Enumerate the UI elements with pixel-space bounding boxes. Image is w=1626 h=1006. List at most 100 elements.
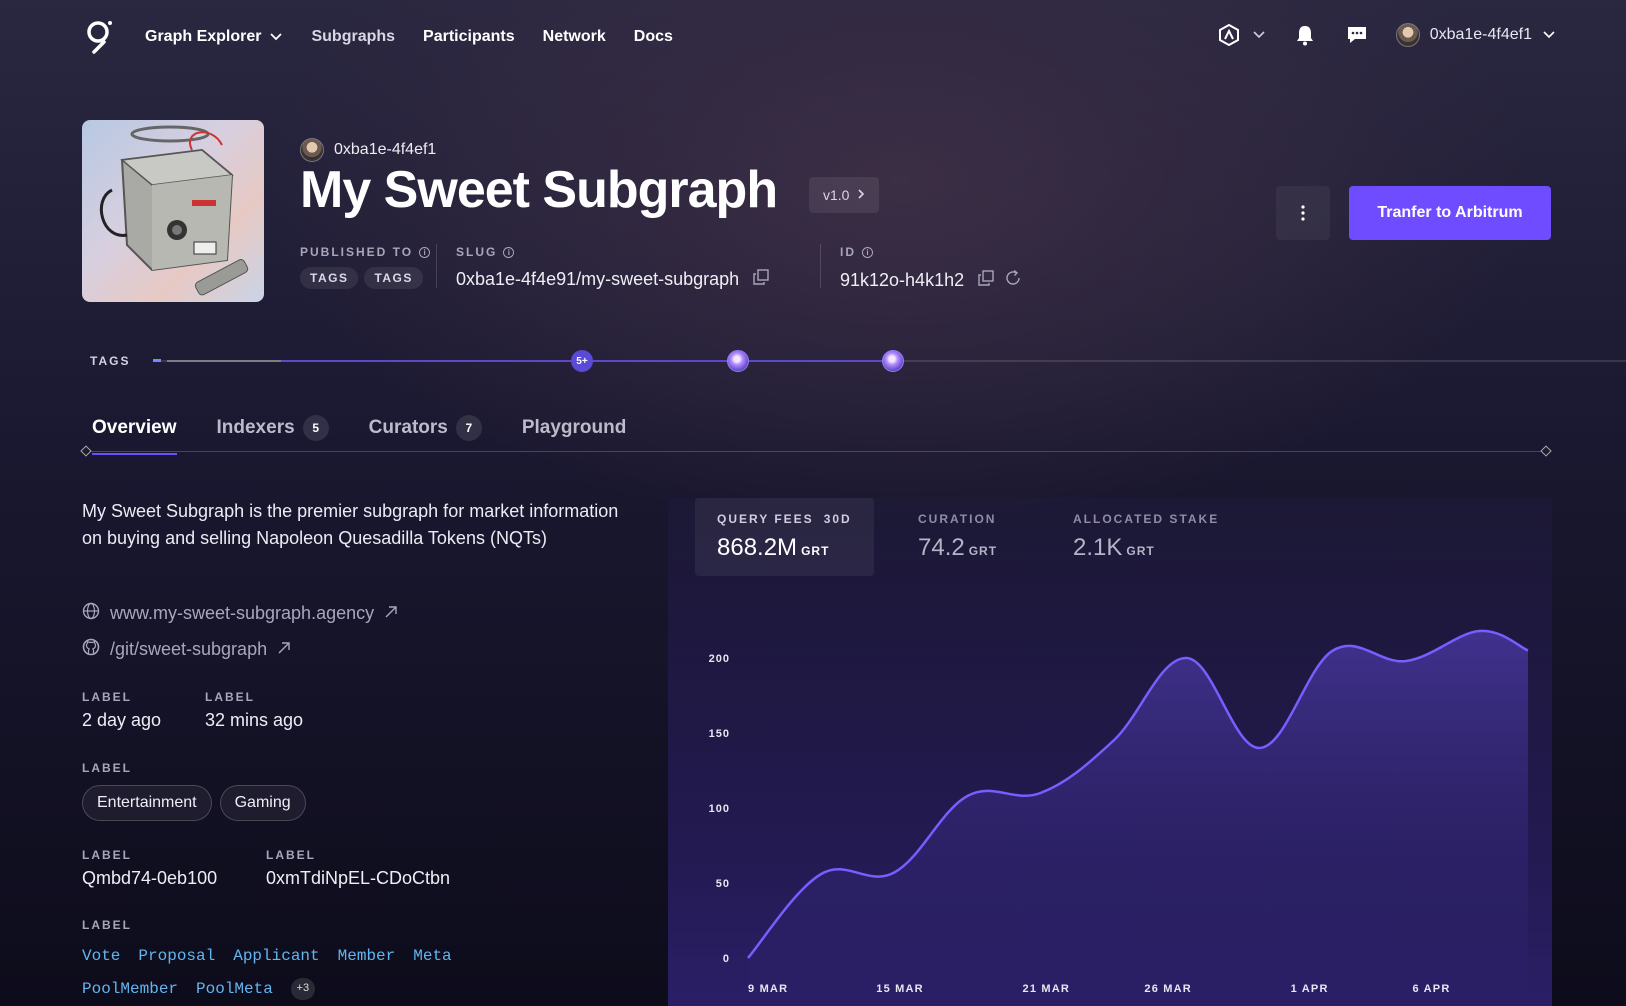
refresh-icon[interactable] <box>1004 269 1022 292</box>
tag-pill[interactable]: TAGS <box>300 267 359 289</box>
timeline-segment <box>167 360 281 362</box>
external-link-icon <box>277 639 291 660</box>
entity-link[interactable]: Vote <box>82 947 121 965</box>
stats-chart-panel: QUERY FEES 30D 868.2M GRT CURATION 74.2 GRT… <box>668 498 1552 1006</box>
tab-overview[interactable]: Overview <box>92 415 177 455</box>
category-chip[interactable]: Entertainment <box>82 785 212 821</box>
y-tick-label: 150 <box>709 728 730 740</box>
field-address: LABEL 0xmTdiNpEL-CDoCtbn <box>266 848 451 888</box>
nav-subgraphs[interactable]: Subgraphs <box>311 28 396 45</box>
info-icon[interactable]: i <box>419 246 431 258</box>
tabs-divider <box>86 451 1546 452</box>
entity-link[interactable]: PoolMeta <box>196 980 273 998</box>
chevron-down-icon <box>1252 26 1266 44</box>
divider <box>436 244 437 288</box>
more-entities-badge[interactable]: +3 <box>290 977 315 1000</box>
slug: SLUG i 0xba1e-4f4e91/my-sweet-subgraph <box>456 245 769 290</box>
entity-link[interactable]: Applicant <box>233 947 320 965</box>
entity-list: Vote Proposal Applicant Member Meta PoolMembe… <box>82 940 502 1006</box>
github-icon <box>82 638 100 661</box>
entities-label: LABEL <box>82 918 132 932</box>
website-link[interactable]: www.my-sweet-subgraph.agency <box>82 602 398 625</box>
x-tick-label: 6 APR <box>1413 983 1451 995</box>
copy-icon[interactable] <box>753 269 769 290</box>
globe-icon <box>82 602 100 625</box>
chart-series-line <box>747 629 1529 959</box>
stat-curation[interactable]: CURATION 74.2 GRT <box>918 512 998 561</box>
nav-links: Graph Explorer Subgraphs Participants Ne… <box>145 28 673 46</box>
entity-link[interactable]: Proposal <box>138 947 216 965</box>
entity-link[interactable]: PoolMember <box>82 980 179 998</box>
subgraph-id: ID i 91k12o-h4k1h2 <box>840 245 1022 292</box>
tab-count-badge: 5 <box>302 415 329 441</box>
tab-indexers[interactable]: Indexers 5 <box>217 415 329 455</box>
categories: LABEL Entertainment Gaming <box>82 761 314 821</box>
chevron-right-icon <box>857 187 865 203</box>
graph-logo-icon[interactable] <box>86 20 114 56</box>
tabs: Overview Indexers 5 Curators 7 Playground <box>92 415 626 455</box>
timeline-node[interactable] <box>727 350 749 372</box>
entity-link[interactable]: Meta <box>413 947 452 965</box>
more-options-button[interactable] <box>1276 186 1330 240</box>
y-tick-label: 50 <box>716 878 730 890</box>
x-tick-label: 21 MAR <box>1023 983 1071 995</box>
user-menu[interactable]: 0xba1e-4f4ef1 <box>1395 23 1556 47</box>
field-created: LABEL 2 day ago <box>82 690 162 730</box>
timeline-node[interactable] <box>882 350 904 372</box>
arbitrum-icon <box>1216 22 1242 48</box>
y-tick-label: 200 <box>709 653 730 665</box>
x-tick-label: 1 APR <box>1291 983 1329 995</box>
query-fees-chart: 0 50 100 150 200 9 MAR 15 MAR 21 MAR 26 MAR 1 AP… <box>709 629 1529 1006</box>
top-nav: Graph Explorer Subgraphs Participants Ne… <box>0 0 1626 78</box>
transfer-to-arbitrum-button[interactable]: Tranfer to Arbitrum <box>1349 186 1551 240</box>
id-value: 91k12o-h4k1h2 <box>840 270 965 290</box>
published-to: PUBLISHED TO i TAGS TAGS <box>300 245 431 289</box>
entity-link[interactable]: Member <box>337 947 396 965</box>
external-link-icon <box>384 603 398 624</box>
slug-value: 0xba1e-4f4e91/my-sweet-subgraph <box>456 269 740 289</box>
subgraph-description: My Sweet Subgraph is the premier subgrap… <box>82 501 619 548</box>
info-icon[interactable]: i <box>503 246 515 258</box>
version-selector[interactable]: v1.0 <box>809 177 880 213</box>
x-tick-label: 15 MAR <box>876 983 924 995</box>
tag-pill[interactable]: TAGS <box>364 267 423 289</box>
subgraph-image <box>82 120 264 302</box>
category-chip[interactable]: Gaming <box>219 785 306 821</box>
x-tick-label: 9 MAR <box>748 983 788 995</box>
field-deployment: LABEL Qmbd74-0eb100 <box>82 848 218 888</box>
bell-icon[interactable] <box>1292 22 1318 48</box>
nav-graph-explorer[interactable]: Graph Explorer <box>145 28 283 46</box>
owner[interactable]: 0xba1e-4f4ef1 <box>300 138 436 162</box>
chat-icon[interactable] <box>1344 22 1370 48</box>
x-tick-label: 26 MAR <box>1144 983 1192 995</box>
avatar <box>300 138 324 162</box>
tab-curators[interactable]: Curators 7 <box>369 415 482 455</box>
timeline-count-badge[interactable]: 5+ <box>571 350 593 372</box>
y-tick-label: 0 <box>723 953 730 965</box>
nav-participants[interactable]: Participants <box>423 28 515 45</box>
nav-docs[interactable]: Docs <box>633 28 673 45</box>
chart-area-fill <box>748 630 1528 1006</box>
diamond-marker <box>80 445 92 457</box>
chevron-down-icon <box>1542 26 1556 44</box>
stat-allocated-stake[interactable]: ALLOCATED STAKE 2.1K GRT <box>1073 512 1220 561</box>
nav-network[interactable]: Network <box>542 28 606 45</box>
kebab-icon <box>1301 205 1305 221</box>
avatar <box>1395 23 1420 47</box>
info-icon[interactable]: i <box>862 246 873 258</box>
diamond-marker <box>1540 445 1552 457</box>
repo-link[interactable]: /git/sweet-subgraph <box>82 638 291 661</box>
nav-right: 0xba1e-4f4ef1 <box>1216 22 1556 48</box>
timeline-segment <box>153 359 161 362</box>
field-updated: LABEL 32 mins ago <box>205 690 304 730</box>
tab-count-badge: 7 <box>455 415 482 441</box>
chevron-down-icon <box>269 28 283 46</box>
divider <box>820 244 821 288</box>
stat-query-fees[interactable]: QUERY FEES 30D 868.2M GRT <box>695 498 874 576</box>
page-title: My Sweet Subgraph <box>300 161 778 219</box>
network-selector[interactable] <box>1216 22 1266 48</box>
timeline-label: TAGS <box>90 354 131 368</box>
y-tick-label: 100 <box>709 803 730 815</box>
copy-icon[interactable] <box>978 270 994 291</box>
tab-playground[interactable]: Playground <box>521 417 627 438</box>
